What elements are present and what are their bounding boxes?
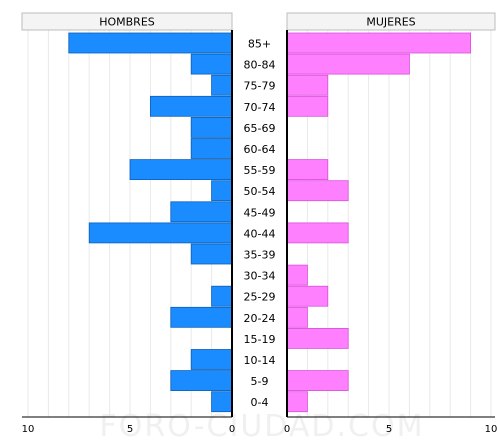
male-bar: [129, 159, 233, 181]
female-bar: [286, 32, 472, 54]
male-bar: [211, 285, 233, 307]
female-bar: [286, 391, 308, 413]
age-group-label: 45-49: [244, 206, 276, 219]
male-bar: [190, 138, 233, 159]
female-bar: [286, 370, 349, 392]
x-tick-label: 10: [485, 424, 497, 435]
female-bar: [286, 222, 349, 244]
age-group-label: 40-44: [244, 227, 276, 240]
age-group-label: 20-24: [244, 312, 276, 325]
female-bar: [286, 74, 329, 96]
x-tick-label: 0: [284, 424, 290, 435]
age-group-label: 25-29: [244, 291, 276, 304]
age-group-label: 60-64: [244, 143, 276, 156]
age-group-label: 5-9: [251, 375, 269, 388]
age-group-label: 55-59: [244, 164, 276, 177]
male-bar: [149, 95, 233, 117]
age-group-label: 70-74: [244, 101, 276, 114]
female-bar: [286, 306, 308, 328]
female-bar: [286, 180, 349, 202]
x-tick-label: 5: [127, 424, 133, 435]
male-bar: [211, 74, 233, 96]
male-bar: [190, 349, 233, 370]
female-bar: [286, 327, 349, 349]
male-bar: [190, 117, 233, 138]
female-bar: [286, 264, 308, 286]
male-bar: [88, 222, 233, 244]
age-group-label: 0-4: [251, 396, 269, 409]
age-group-label: 10-14: [244, 354, 276, 367]
male-bar: [170, 370, 233, 392]
male-series-label: HOMBRES: [99, 16, 155, 29]
male-bar: [170, 306, 233, 328]
age-group-label: 50-54: [244, 185, 276, 198]
x-tick-label: 5: [386, 424, 392, 435]
age-group-label: 75-79: [244, 80, 276, 93]
x-tick-label: 0: [229, 424, 235, 435]
female-bar: [286, 159, 329, 181]
female-bar: [286, 53, 410, 75]
female-bar: [286, 285, 329, 307]
age-group-label: 65-69: [244, 122, 276, 135]
age-group-label: 15-19: [244, 333, 276, 346]
age-group-label: 80-84: [244, 59, 276, 72]
female-header-box: [286, 12, 496, 31]
male-bar: [190, 243, 233, 265]
watermark-text: FORO-CIUDAD.COM: [100, 409, 425, 442]
female-series-label: MUJERES: [366, 16, 415, 29]
x-tick-label: 10: [22, 424, 35, 435]
age-group-label: 85+: [248, 38, 271, 51]
age-group-label: 35-39: [244, 249, 276, 262]
male-header-box: [21, 12, 233, 31]
female-bar: [286, 95, 329, 117]
male-bar: [211, 391, 233, 413]
male-bar: [190, 53, 233, 75]
age-group-label: 30-34: [244, 270, 276, 283]
male-bar: [211, 180, 233, 202]
male-bar: [170, 201, 233, 223]
male-bar: [68, 32, 233, 54]
